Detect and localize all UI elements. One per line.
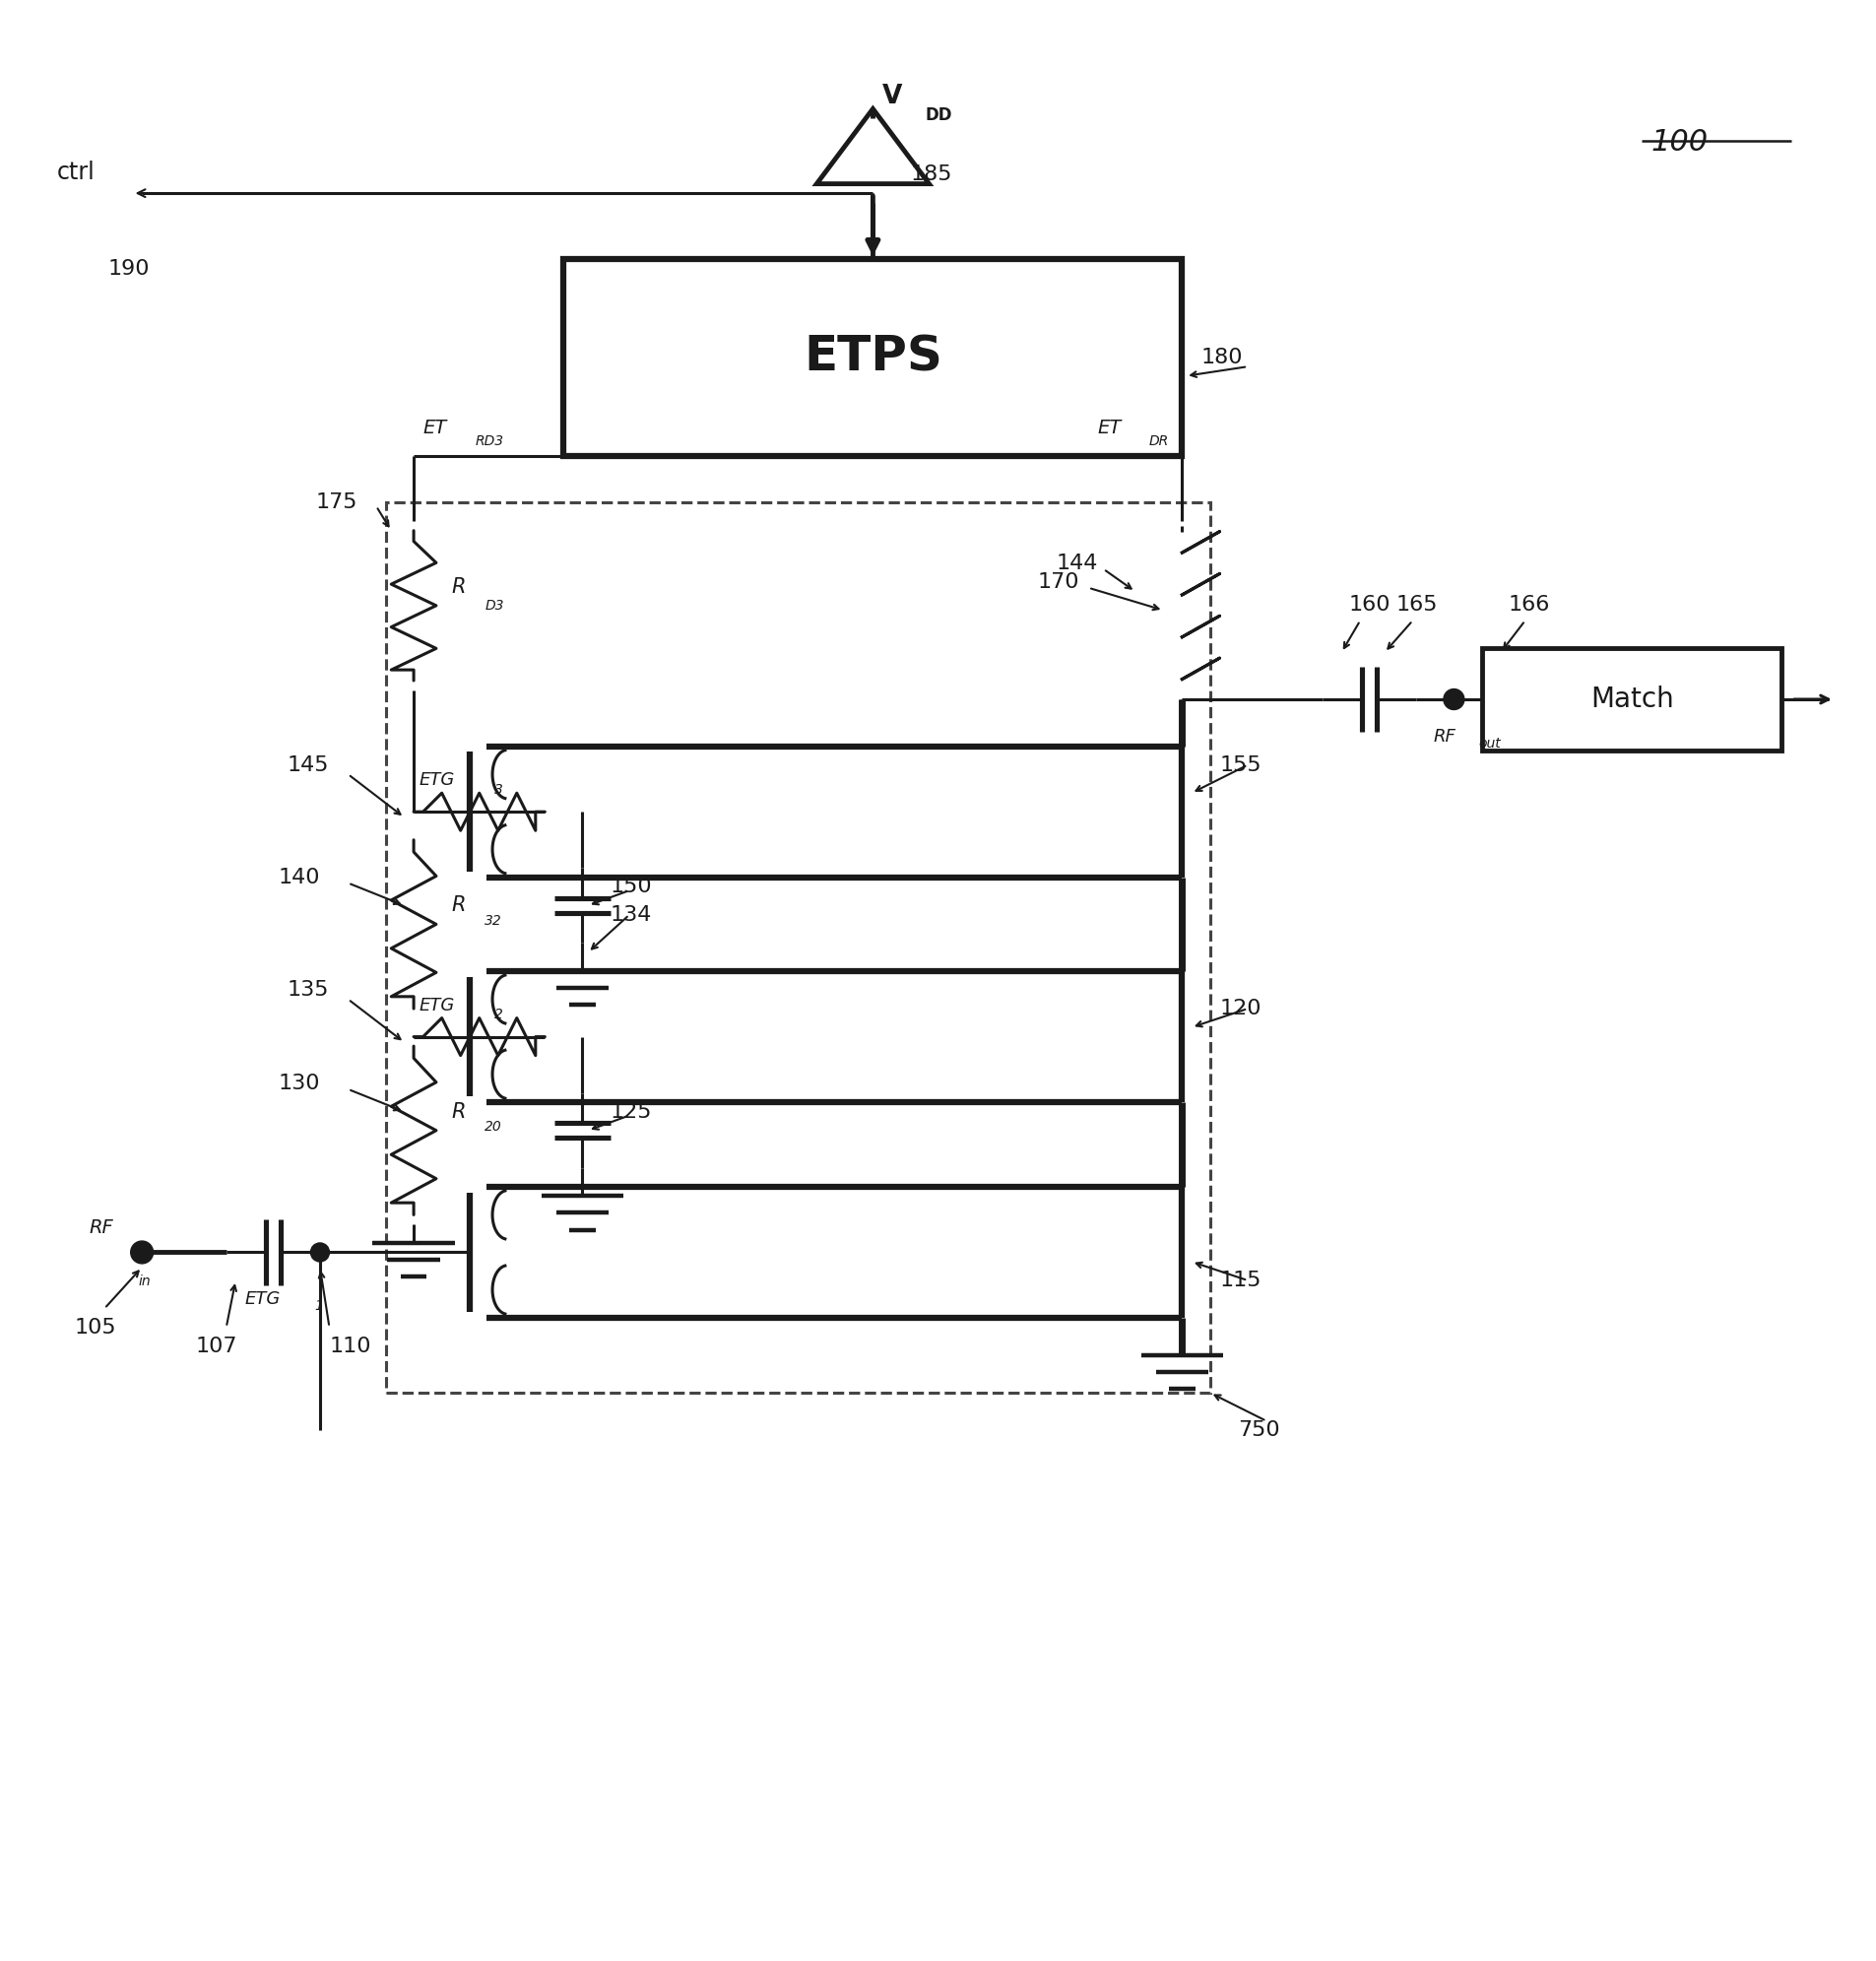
Text: R: R <box>450 896 465 916</box>
Text: ctrl: ctrl <box>56 161 96 184</box>
Text: in: in <box>139 1275 150 1288</box>
Text: ETG: ETG <box>418 771 454 788</box>
Text: 1: 1 <box>313 1300 323 1314</box>
Text: 100: 100 <box>1649 127 1707 157</box>
Text: 130: 130 <box>278 1075 319 1094</box>
Text: out: out <box>1478 737 1501 751</box>
Text: 134: 134 <box>610 906 651 926</box>
Text: RF: RF <box>90 1218 114 1237</box>
Text: 144: 144 <box>1056 553 1097 573</box>
Text: 165: 165 <box>1394 596 1437 616</box>
Text: Match: Match <box>1589 686 1673 714</box>
Text: R: R <box>450 577 465 596</box>
FancyBboxPatch shape <box>563 259 1182 455</box>
Text: DD: DD <box>925 106 951 124</box>
Text: DR: DR <box>1148 433 1167 449</box>
Text: RF: RF <box>1433 728 1456 745</box>
Text: V: V <box>882 82 902 110</box>
FancyBboxPatch shape <box>1482 647 1780 751</box>
Text: 150: 150 <box>610 877 653 896</box>
Text: RD3: RD3 <box>475 433 505 449</box>
Text: 180: 180 <box>1201 347 1242 367</box>
Text: ETPS: ETPS <box>803 333 942 380</box>
Circle shape <box>1443 688 1463 710</box>
Text: 120: 120 <box>1219 998 1261 1018</box>
Text: 110: 110 <box>328 1337 371 1357</box>
Text: 20: 20 <box>484 1120 503 1133</box>
Text: 32: 32 <box>484 914 503 928</box>
Text: 155: 155 <box>1219 755 1261 775</box>
Text: 3: 3 <box>493 782 503 796</box>
Text: ET: ET <box>422 418 446 437</box>
Circle shape <box>131 1241 154 1263</box>
Text: 140: 140 <box>278 867 319 886</box>
Text: 115: 115 <box>1219 1271 1261 1290</box>
Text: 170: 170 <box>1037 573 1079 592</box>
Text: 166: 166 <box>1506 596 1550 616</box>
Text: 750: 750 <box>1238 1420 1279 1439</box>
Text: 2: 2 <box>493 1008 503 1022</box>
Text: 107: 107 <box>195 1337 238 1357</box>
Circle shape <box>310 1243 328 1261</box>
Text: 105: 105 <box>73 1318 116 1337</box>
Text: ET: ET <box>1097 418 1122 437</box>
Text: 175: 175 <box>315 492 356 512</box>
Text: 160: 160 <box>1349 596 1390 616</box>
Text: 135: 135 <box>287 980 328 1000</box>
Text: ETG: ETG <box>418 996 454 1014</box>
Text: ETG: ETG <box>246 1290 281 1308</box>
Text: 190: 190 <box>109 259 150 278</box>
Text: 145: 145 <box>287 755 328 775</box>
Text: 185: 185 <box>910 165 951 184</box>
Text: D3: D3 <box>484 598 505 612</box>
Text: 125: 125 <box>610 1102 653 1122</box>
Text: R: R <box>450 1102 465 1122</box>
